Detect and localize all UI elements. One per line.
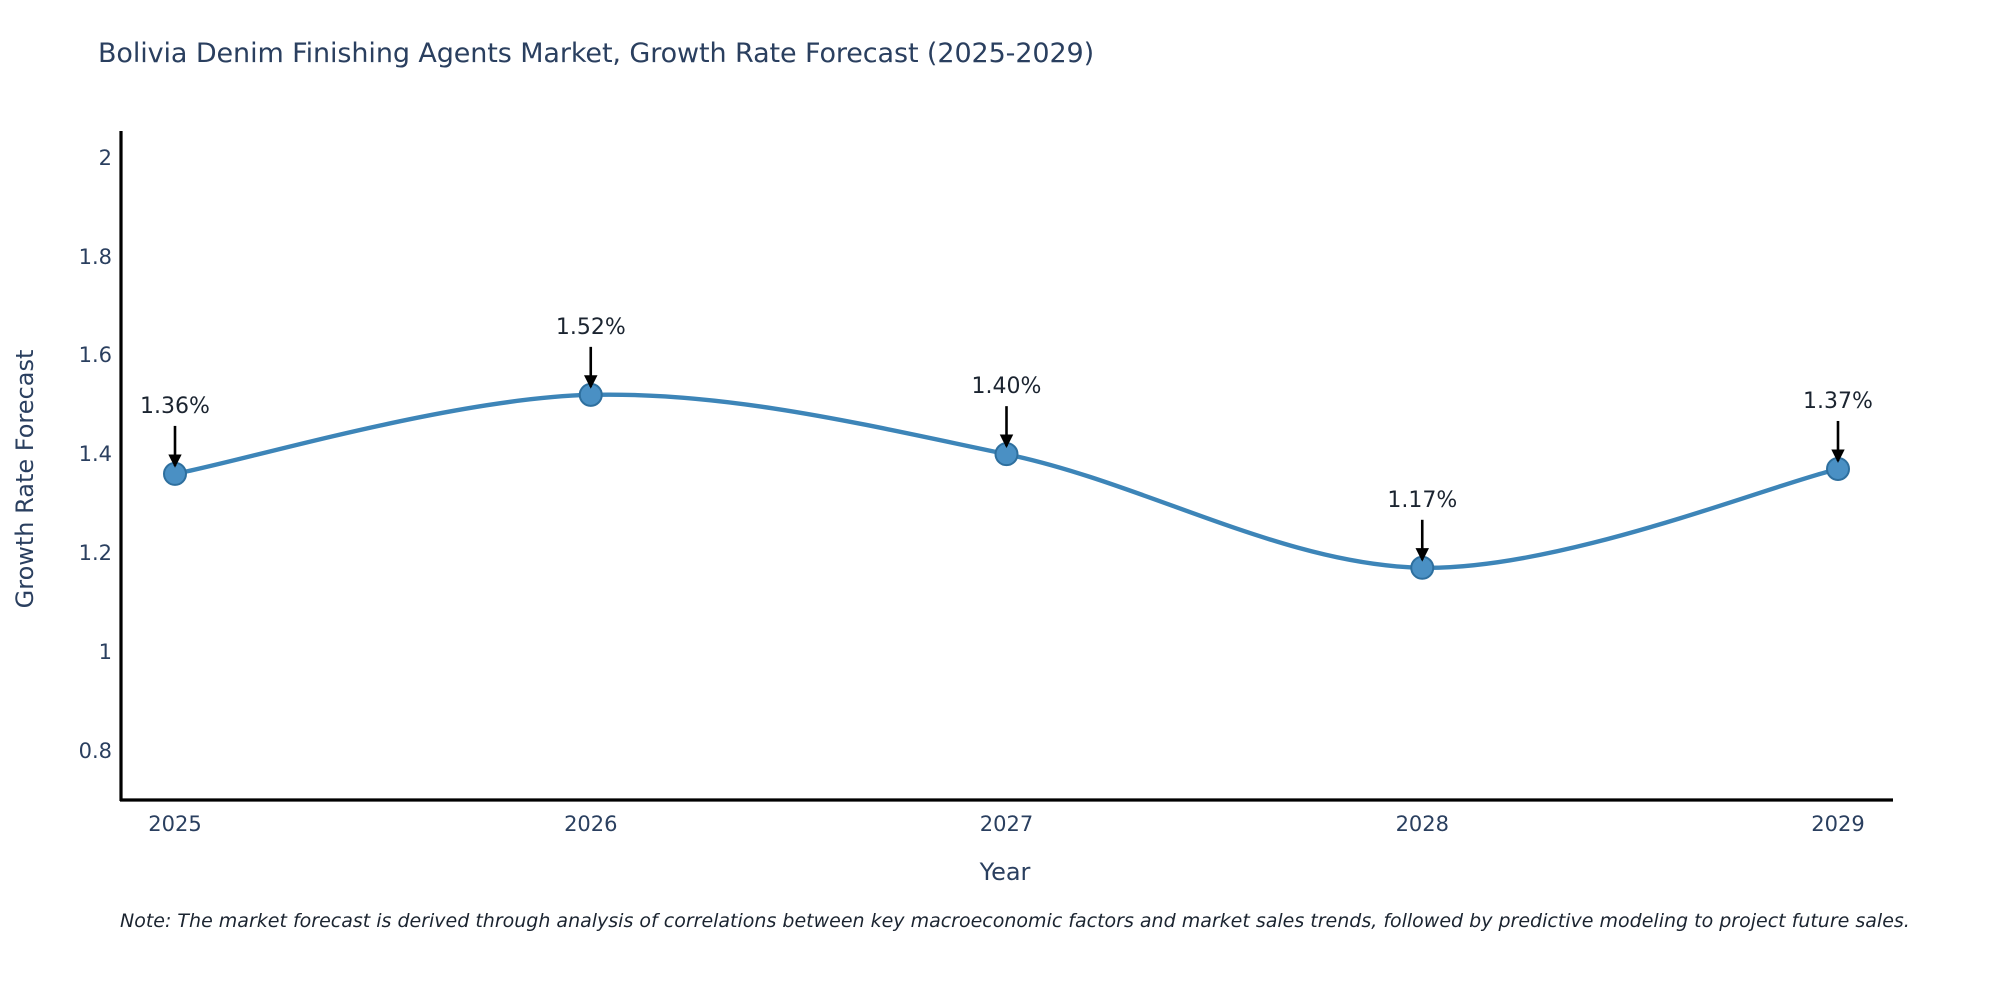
chart-title: Bolivia Denim Finishing Agents Market, G… (98, 38, 1095, 69)
data-point-value-label: 1.36% (140, 393, 210, 419)
y-tick-label: 1.4 (78, 442, 112, 467)
data-point-value-label: 1.52% (555, 314, 626, 340)
data-point-marker[interactable] (1826, 456, 1850, 481)
y-tick-label: 2 (98, 145, 112, 170)
y-tick-label: 1.8 (78, 244, 112, 269)
data-point-marker[interactable] (1410, 555, 1435, 580)
x-tick-label: 2029 (1811, 812, 1865, 836)
x-tick-label: 2028 (1395, 812, 1450, 836)
annotation-arrows (168, 346, 1845, 562)
data-point-marker[interactable] (578, 382, 603, 407)
x-tick-label: 2025 (148, 812, 202, 836)
data-point-marker[interactable] (163, 461, 187, 486)
x-tick-label: 2026 (564, 812, 618, 836)
y-tick-label: 1.2 (78, 541, 112, 565)
y-tick-label: 0.8 (78, 738, 112, 763)
data-point-marker[interactable] (994, 442, 1019, 467)
y-tick-label: 1.6 (78, 343, 112, 368)
data-point-value-label: 1.37% (1803, 389, 1873, 414)
axis-lines (119, 131, 1893, 802)
data-point-value-label: 1.17% (1387, 487, 1458, 513)
data-point-value-label: 1.40% (971, 374, 1042, 400)
x-tick-label: 2027 (979, 812, 1034, 836)
x-axis-title: Year (979, 858, 1031, 886)
footer-note: Note: The market forecast is derived thr… (120, 910, 1910, 932)
y-tick-label: 1 (98, 639, 112, 664)
